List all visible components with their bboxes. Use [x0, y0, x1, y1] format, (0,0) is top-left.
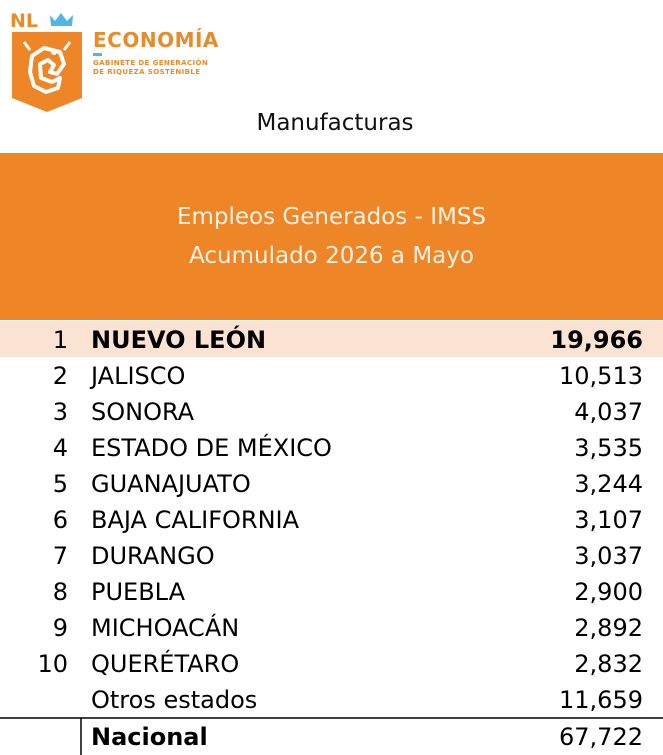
rank-label: 2	[53, 362, 68, 390]
rank-label: 4	[53, 434, 68, 462]
rank-label: 1	[53, 326, 68, 354]
rank-label: 9	[53, 614, 68, 642]
table-title-banner: Empleos Generados - IMSS Acumulado 2026 …	[0, 153, 663, 320]
chart-subtitle: Acumulado 2026 a Mayo	[189, 243, 474, 269]
state-label: GUANAJUATO	[91, 470, 251, 498]
nuevo-leon-logo-icon: NL	[10, 10, 82, 112]
state-label: JALISCO	[89, 362, 185, 390]
value-label: 4,037	[574, 398, 643, 426]
value-label: 2,900	[574, 578, 643, 606]
value-label: 3,535	[574, 434, 643, 462]
rank-label: 3	[53, 398, 68, 426]
state-label: QUERÉTARO	[91, 649, 239, 678]
state-label: MICHOACÁN	[91, 613, 239, 642]
brand-subtitle: GABINETE DE GENERACIÓN DE RIQUEZA SOSTEN…	[93, 59, 233, 77]
state-label: Otros estados	[91, 686, 257, 714]
value-label: 11,659	[559, 686, 643, 714]
chart-title: Empleos Generados - IMSS	[176, 204, 487, 230]
header: NL ECONOMÍA GABINETE DE GENERACIÓN DE RI…	[0, 0, 663, 150]
value-label: 3,107	[574, 506, 643, 534]
value-label: 19,966	[550, 326, 643, 354]
highlight-row-bg	[0, 321, 663, 357]
rank-label: 8	[53, 578, 68, 606]
brand-accent-dash	[93, 53, 102, 56]
rank-label: 10	[37, 650, 68, 678]
state-label: ESTADO DE MÉXICO	[91, 433, 332, 462]
state-label: PUEBLA	[91, 578, 186, 606]
state-label: SONORA	[91, 398, 195, 426]
state-label: NUEVO LEÓN	[91, 324, 266, 354]
total-value: 67,722	[559, 723, 643, 751]
total-label: Nacional	[91, 723, 208, 751]
value-label: 3,244	[574, 470, 643, 498]
rank-label: 6	[53, 506, 68, 534]
rank-label: 5	[53, 470, 68, 498]
value-label: 2,832	[574, 650, 643, 678]
state-label: DURANGO	[91, 542, 215, 570]
brand-subtitle-line: GABINETE DE GENERACIÓN	[93, 59, 209, 67]
value-label: 10,513	[559, 362, 643, 390]
brand-subtitle-line: DE RIQUEZA SOSTENIBLE	[93, 68, 201, 76]
value-label: 3,037	[574, 542, 643, 570]
rank-label: 7	[53, 542, 68, 570]
svg-text:NL: NL	[10, 10, 38, 32]
value-label: 2,892	[574, 614, 643, 642]
sector-title: Manufacturas	[256, 110, 414, 136]
state-label: BAJA CALIFORNIA	[91, 506, 300, 534]
brand-title: ECONOMÍA	[93, 28, 219, 52]
